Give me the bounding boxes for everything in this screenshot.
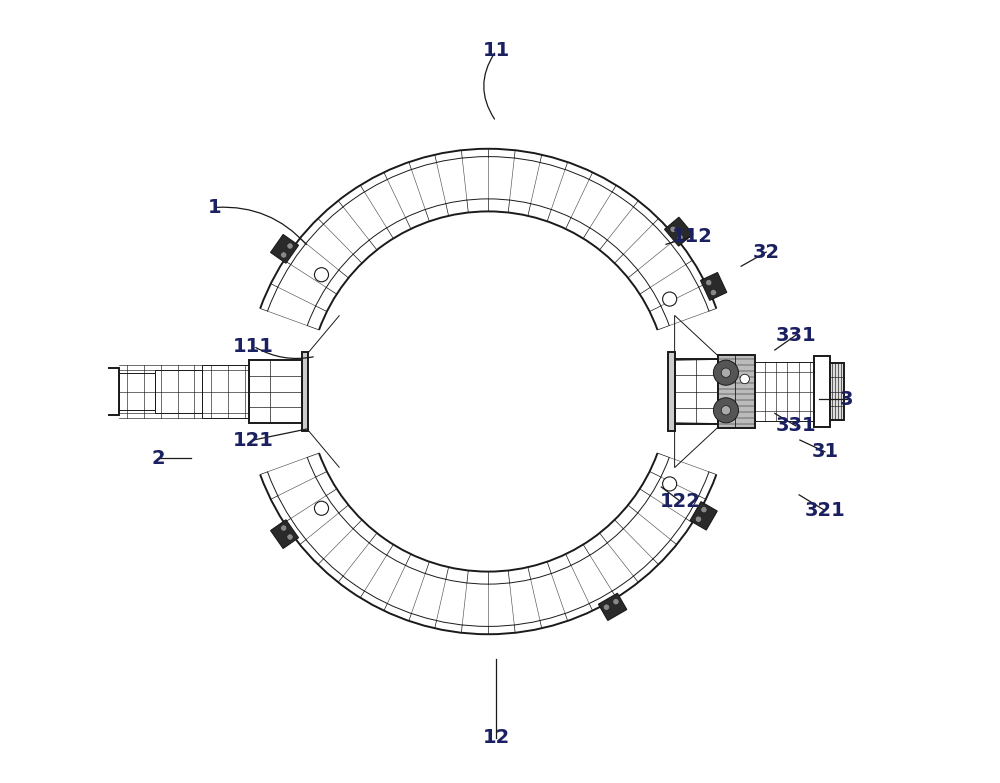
Circle shape xyxy=(287,534,293,540)
Text: 321: 321 xyxy=(805,501,845,520)
Circle shape xyxy=(281,252,287,258)
Bar xyxy=(598,594,627,620)
Circle shape xyxy=(281,525,287,531)
Bar xyxy=(830,363,844,420)
Text: 1: 1 xyxy=(207,198,221,217)
Text: 2: 2 xyxy=(151,449,165,467)
Text: 11: 11 xyxy=(482,41,510,60)
Bar xyxy=(119,373,155,410)
Bar xyxy=(668,352,675,431)
Circle shape xyxy=(603,604,610,610)
Text: 112: 112 xyxy=(671,227,712,246)
Bar xyxy=(155,370,202,413)
Text: 331: 331 xyxy=(776,417,816,435)
Bar xyxy=(755,362,814,420)
Bar xyxy=(814,356,830,427)
Bar xyxy=(690,502,717,530)
Circle shape xyxy=(695,516,702,522)
Circle shape xyxy=(613,598,619,604)
Circle shape xyxy=(670,226,676,233)
Text: 122: 122 xyxy=(660,492,701,511)
Circle shape xyxy=(287,243,293,249)
Bar xyxy=(271,520,299,549)
Circle shape xyxy=(663,477,677,491)
Text: 3: 3 xyxy=(840,390,854,409)
Bar xyxy=(249,360,302,423)
Text: 32: 32 xyxy=(753,243,780,262)
Bar xyxy=(107,368,119,415)
Circle shape xyxy=(740,374,749,384)
Circle shape xyxy=(314,268,329,282)
Circle shape xyxy=(713,360,738,385)
Bar xyxy=(675,359,718,424)
Circle shape xyxy=(663,292,677,306)
Bar xyxy=(202,365,249,418)
Text: 111: 111 xyxy=(233,337,274,355)
Bar xyxy=(271,234,299,263)
Circle shape xyxy=(721,368,731,377)
Text: 12: 12 xyxy=(482,728,510,747)
Bar xyxy=(700,272,727,301)
Text: 31: 31 xyxy=(811,442,839,461)
Bar xyxy=(665,217,693,246)
Circle shape xyxy=(706,280,712,286)
Circle shape xyxy=(701,507,707,513)
Bar xyxy=(302,352,308,431)
Circle shape xyxy=(710,290,717,296)
Circle shape xyxy=(721,406,731,415)
Circle shape xyxy=(677,235,683,241)
Text: 331: 331 xyxy=(776,326,816,345)
Circle shape xyxy=(314,501,329,515)
Bar xyxy=(718,355,755,428)
Circle shape xyxy=(713,398,738,423)
Text: 121: 121 xyxy=(233,431,274,449)
Bar xyxy=(94,372,107,411)
